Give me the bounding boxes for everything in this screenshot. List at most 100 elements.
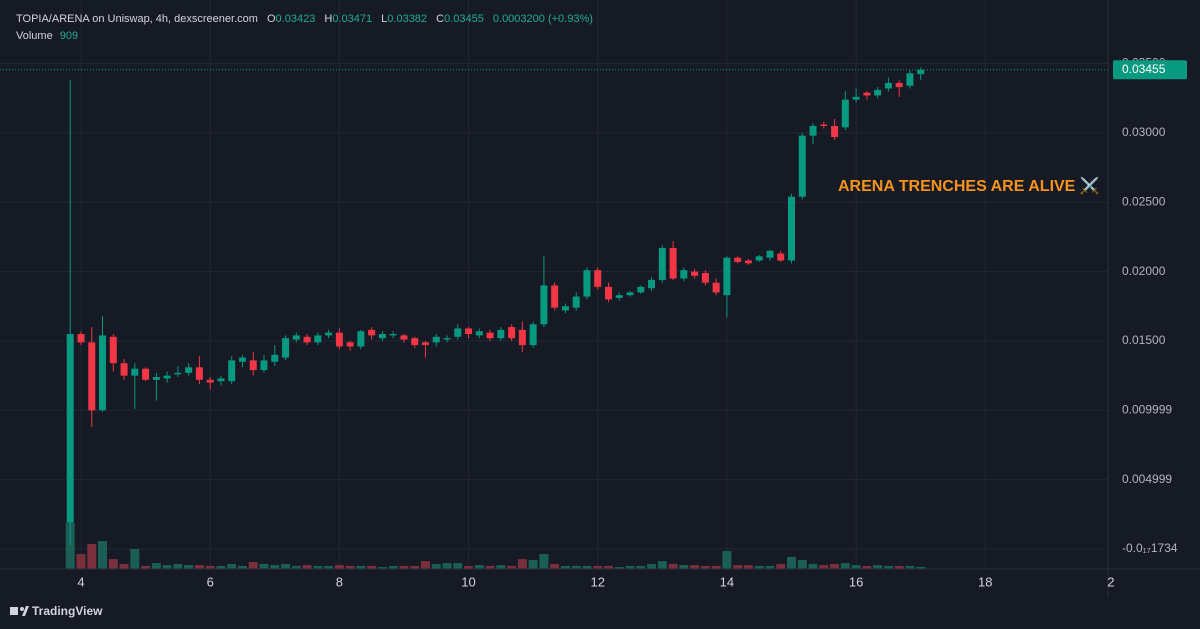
- volume-bar: [464, 565, 474, 569]
- candle-body: [77, 334, 85, 343]
- candle-body: [809, 125, 817, 136]
- ohlc-label: H: [324, 13, 333, 25]
- candle-body: [766, 250, 774, 258]
- volume-bar: [313, 565, 323, 569]
- candle-body: [346, 342, 354, 347]
- legend-ohlc: TOPIA/ARENA on Uniswap, 4h, dexscreener.…: [16, 13, 593, 25]
- volume-bar: [270, 565, 280, 569]
- volume-bar: [420, 561, 430, 569]
- candle-body: [325, 332, 333, 336]
- volume-bar: [754, 565, 764, 569]
- candle-body: [798, 135, 806, 197]
- volume-bar: [636, 565, 646, 569]
- volume-bar: [474, 565, 484, 569]
- volume-bar: [259, 563, 269, 569]
- candle-body: [292, 335, 300, 340]
- candle-body: [120, 363, 128, 376]
- volume-bar: [905, 565, 915, 569]
- volume-bar: [388, 565, 398, 569]
- volume-bar: [119, 563, 129, 569]
- volume-bar: [625, 565, 635, 569]
- volume-bar: [367, 565, 377, 569]
- candle-body: [895, 82, 903, 88]
- x-tick-label: 4: [77, 574, 84, 589]
- volume-bar: [184, 565, 194, 569]
- volume-bar: [334, 565, 344, 569]
- volume-bar: [216, 565, 226, 569]
- candle-body: [271, 354, 279, 362]
- candle-body: [658, 248, 666, 280]
- volume-bar: [76, 554, 86, 569]
- volume-bar: [647, 563, 657, 569]
- y-tick-label: 0.01500: [1122, 333, 1166, 347]
- y-tick-label: 0.004999: [1122, 472, 1172, 486]
- candle-body: [605, 286, 613, 300]
- brand-name: TradingView: [32, 604, 103, 618]
- volume-bar: [700, 565, 710, 569]
- time-axis: 4 6 8 10 12 14 16 18 20: [77, 574, 1121, 589]
- candle-body: [884, 82, 892, 89]
- candle-body: [163, 375, 171, 379]
- volume-bar: [485, 565, 495, 569]
- volume-bar: [851, 565, 861, 569]
- volume-bar: [410, 565, 420, 569]
- volume-bar: [830, 563, 840, 569]
- candle-body: [917, 69, 925, 75]
- candle-body: [874, 89, 882, 96]
- candle-body: [335, 332, 343, 347]
- candle-body: [734, 257, 742, 262]
- last-price-badge: [1113, 60, 1187, 80]
- brand-logo: TradingView: [10, 604, 103, 618]
- candle-body: [454, 328, 462, 337]
- volume-bar: [399, 565, 409, 569]
- x-tick-label: 20: [1107, 574, 1121, 589]
- volume-bar: [507, 565, 517, 569]
- volume-bar: [281, 563, 291, 569]
- volume-bar: [141, 565, 151, 569]
- candle-body: [669, 248, 677, 279]
- volume-bar: [657, 561, 667, 569]
- volume-bar: [776, 563, 786, 569]
- candle-body: [626, 292, 634, 296]
- last-price-label: 0.03455: [1122, 62, 1166, 76]
- volume-label: Volume: [16, 30, 53, 42]
- volume-bar: [194, 565, 204, 569]
- candle-body: [142, 368, 150, 380]
- candle-body: [583, 270, 591, 297]
- candle-body: [378, 334, 386, 339]
- candle-body: [238, 357, 246, 362]
- x-tick-label: 10: [461, 574, 475, 589]
- volume-bar: [356, 565, 366, 569]
- volume-bar: [711, 565, 721, 569]
- candle-body: [432, 336, 440, 343]
- volume-bar: [151, 563, 161, 569]
- candle-body: [508, 327, 516, 339]
- candle-body: [497, 329, 505, 339]
- candle-body: [529, 324, 537, 346]
- candle-body: [185, 367, 193, 373]
- volume-bar: [873, 565, 883, 569]
- candle-body: [217, 378, 225, 382]
- candle-body: [691, 271, 699, 276]
- volume-bar: [453, 563, 463, 569]
- candle-body: [400, 335, 408, 340]
- volume-bar: [162, 565, 172, 569]
- candle-body: [357, 331, 365, 347]
- candle-body: [615, 295, 623, 298]
- candle-layer: [0, 67, 1108, 545]
- candle-body: [411, 338, 419, 346]
- candle-body: [551, 285, 559, 308]
- volume-bar: [173, 563, 183, 569]
- volume-bar: [302, 565, 312, 569]
- y-tick-label: 0.02000: [1122, 264, 1166, 278]
- annotation: ARENA TRENCHES ARE ALIVE ⚔️: [838, 176, 1100, 195]
- volume-bar: [765, 565, 775, 569]
- candle-body: [421, 342, 429, 346]
- logo-shape: [22, 606, 29, 616]
- candle-body: [174, 372, 182, 375]
- y-tick-label: 0.03000: [1122, 125, 1166, 139]
- volume-bar: [65, 523, 75, 569]
- volume-bar: [582, 565, 592, 569]
